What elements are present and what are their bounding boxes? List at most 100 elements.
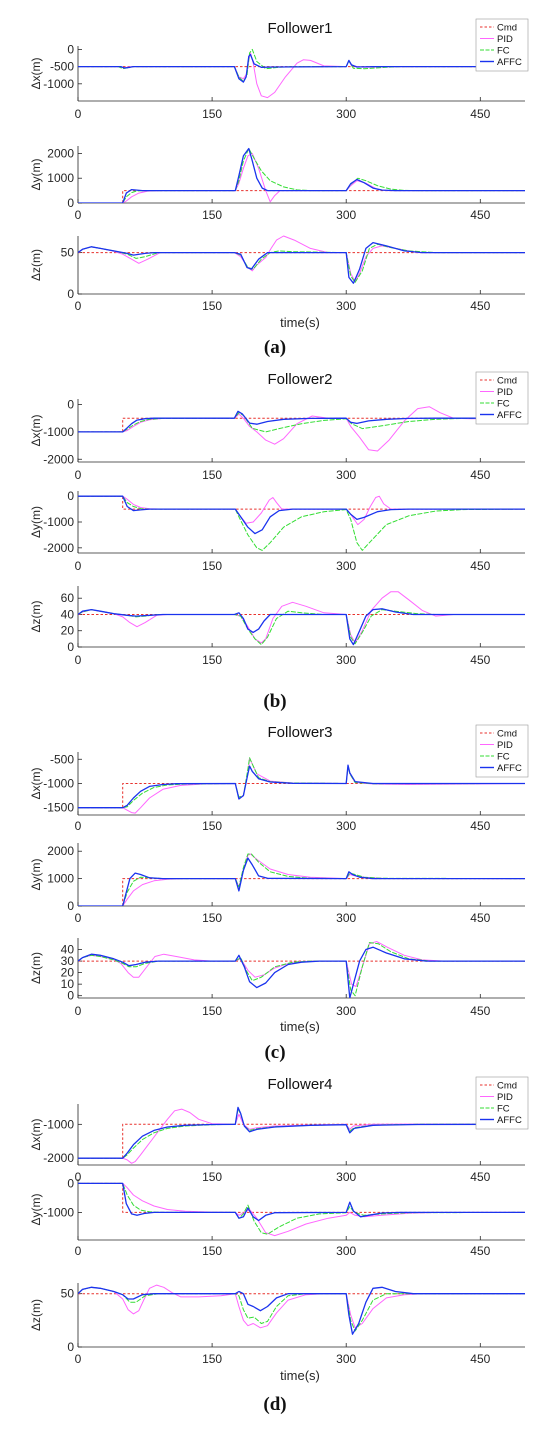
subplot-2: 0 -1000 0 150 300 450 Δy(m) [29,1176,525,1258]
subplot-2: 2000 1000 00 150 300 450 Δy(m) [29,843,525,925]
legend-label: PID [497,34,513,45]
series-line-pid [78,152,525,203]
y-tick-label: 40 [61,607,75,621]
x-tick-label: 300 [336,1170,356,1184]
series-line-affc [78,241,525,284]
x-tick-label: 0 [75,1004,82,1018]
series-line-pid [78,1108,525,1164]
panel-title: Follower2 [267,371,332,388]
x-tick-label: 0 [75,653,82,667]
x-tick-label: 300 [336,299,356,313]
series-line-fc [78,495,525,551]
series-line-pid [78,1182,525,1237]
series-line-affc [78,608,525,646]
x-tick-label: 0 [75,208,82,222]
x-tick-label: 150 [202,911,222,925]
series-line-pid [78,591,525,644]
x-axis-label: time(s) [280,1019,320,1034]
panel-title: Follower3 [267,724,332,741]
series-line-fc [78,1182,525,1235]
series-line-affc [78,1106,525,1159]
series-line-pid [78,757,525,814]
legend-box [475,1076,529,1130]
y-tick-label: 0 [67,640,74,654]
panel-caption: (d) [263,1394,286,1415]
series-line-fc [78,412,525,433]
x-tick-label: 0 [75,559,82,573]
x-tick-label: 450 [470,911,490,925]
series-line-affc [78,495,525,535]
series-line-cmd [78,495,525,510]
y-tick-label: -500 [50,60,74,74]
legend-label: FC [497,752,510,763]
series-line-affc [78,764,525,809]
y-tick-label: -1500 [43,801,74,815]
x-tick-label: 450 [470,819,490,833]
x-tick-label: 450 [470,559,490,573]
y-tick-label: -1000 [43,515,74,529]
y-tick-label: 0 [67,287,74,301]
series-line-cmd [78,878,525,906]
subplot-1: 0 -500 -1000 0 150 300 450 Δx(m) [29,42,525,121]
x-axis-label: time(s) [280,315,320,330]
x-tick-label: 450 [470,1352,490,1366]
y-tick-label: 0 [67,489,74,503]
panel-caption: (b) [263,691,286,712]
x-tick-label: 150 [202,1244,222,1258]
y-tick-label: -2000 [43,541,74,555]
y-tick-label: 1000 [47,171,74,185]
y-tick-label: -1000 [43,777,74,791]
y-axis-label: Δz(m) [29,1299,43,1331]
x-tick-label: 0 [75,819,82,833]
x-tick-label: 450 [470,299,490,313]
y-tick-label: 0 [67,1340,74,1354]
legend-label: Cmd [497,729,517,740]
y-tick-label: 0 [67,196,74,210]
legend-label: Cmd [497,23,517,34]
x-tick-label: 300 [336,653,356,667]
legend-label: FC [497,399,510,410]
x-tick-label: 150 [202,1352,222,1366]
y-tick-label: -2000 [43,452,74,466]
series-line-pid [78,941,525,987]
y-tick-label: 2000 [47,146,74,160]
x-tick-label: 0 [75,1170,82,1184]
x-tick-label: 0 [75,107,82,121]
y-tick-label: 40 [61,943,75,957]
series-line-affc [78,1182,525,1222]
y-tick-label: 0 [67,397,74,411]
series-line-fc [78,853,525,906]
legend-label: Cmd [497,376,517,387]
x-tick-label: 150 [202,107,222,121]
series-line-fc [78,48,525,82]
y-tick-label: 20 [61,966,75,980]
y-tick-label: 10 [61,977,75,991]
series-line-cmd [78,1123,525,1159]
y-tick-label: -1000 [43,425,74,439]
legend-label: PID [497,387,513,398]
series-line-pid [78,235,525,283]
series-line-fc [78,243,525,283]
y-axis-label: Δz(m) [29,952,43,984]
y-axis-label: Δz(m) [29,600,43,632]
x-tick-label: 0 [75,299,82,313]
legend-label: AFFC [497,1115,522,1126]
x-tick-label: 150 [202,468,222,482]
subplot-3: 60 40 20 00 150 300 450 Δz(m) [29,586,525,667]
series-line-cmd [78,1182,525,1213]
y-tick-label: 20 [61,624,75,638]
y-tick-label: 0 [67,42,74,56]
legend-label: AFFC [497,763,522,774]
panel-1: Follower1 (a) 0 -500 -1000 0 150 300 450 Δx(m) 200… [29,18,529,358]
x-tick-label: 0 [75,1244,82,1258]
y-axis-label: Δx(m) [29,767,43,799]
x-tick-label: 150 [202,1004,222,1018]
series-line-affc [78,857,525,906]
